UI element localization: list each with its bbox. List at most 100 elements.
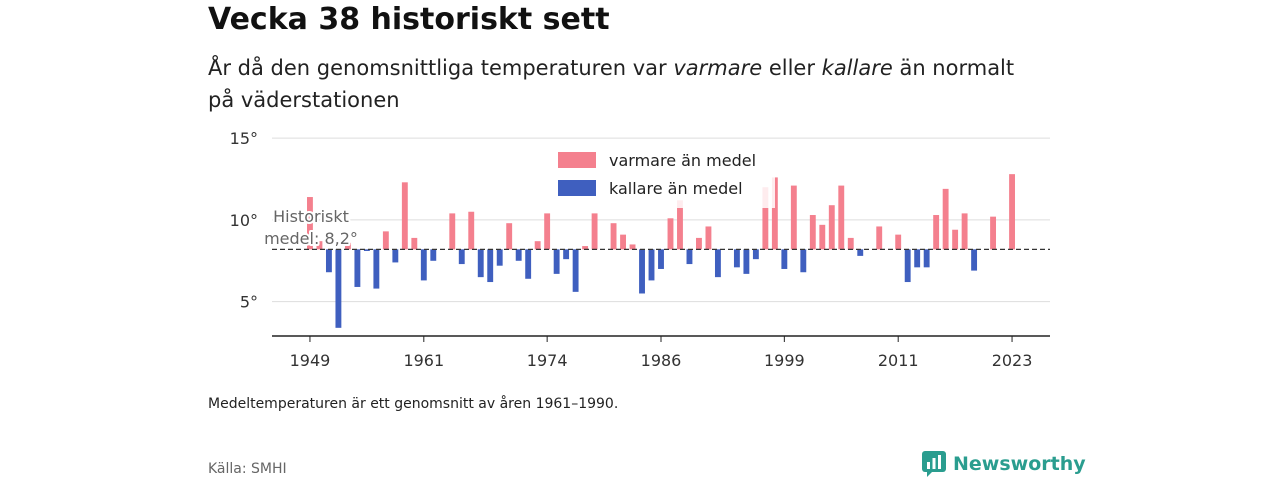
subtitle-text: än normalt på väderstationen <box>208 56 1015 112</box>
bar-warm <box>506 223 513 250</box>
bar-cold <box>325 249 332 273</box>
legend-label-warm: varmare än medel <box>609 151 756 170</box>
bar-warm <box>382 231 389 250</box>
x-tick-label: 1949 <box>290 351 331 370</box>
bar-cold <box>914 249 921 268</box>
bar-warm <box>544 213 551 250</box>
bar-cold <box>923 249 930 268</box>
bar-cold <box>904 249 911 283</box>
bar-cold <box>971 249 978 271</box>
baseline-label-line: medel: 8,2° <box>264 229 358 248</box>
y-tick-label: 15° <box>230 129 258 148</box>
bars <box>307 174 1015 328</box>
bar-warm <box>411 237 418 250</box>
bar-warm <box>449 213 456 250</box>
brand-name: Newsworthy <box>953 453 1086 475</box>
bar-cold <box>487 249 494 283</box>
bar-cold <box>658 249 664 269</box>
bar-warm <box>942 188 949 250</box>
chart-subtitle: År då den genomsnittliga temperaturen va… <box>208 52 1028 116</box>
x-tick-label: 1974 <box>527 351 568 370</box>
x-tick-label: 2011 <box>878 351 919 370</box>
subtitle-text: År då den genomsnittliga temperaturen va… <box>208 56 674 80</box>
bar-cold <box>420 249 427 281</box>
bar-cold <box>363 249 370 251</box>
bar-warm <box>771 177 778 250</box>
bar-warm <box>990 216 997 250</box>
y-tick-label: 10° <box>230 211 258 230</box>
legend-swatch-warm <box>558 152 596 168</box>
bar-cold <box>525 249 532 279</box>
source-label: Källa: SMHI <box>208 461 287 477</box>
bar-cold <box>733 249 740 268</box>
bar-cold <box>477 249 484 278</box>
bar-warm <box>838 185 845 250</box>
y-tick-label: 5° <box>240 293 258 312</box>
bar-cold <box>563 249 570 260</box>
bar-warm <box>705 226 712 250</box>
baseline-label: Historiskt medel: 8,2° <box>262 205 360 250</box>
bar-cold <box>648 249 655 281</box>
footnote: Medeltemperaturen är ett genomsnitt av å… <box>208 396 619 412</box>
legend: varmare än medel kallare än medel <box>550 142 775 208</box>
bar-cold <box>572 249 579 292</box>
brand-logo[interactable]: Newsworthy <box>921 450 1086 478</box>
bar-cold <box>373 249 380 289</box>
bar-warm <box>344 242 351 250</box>
newsworthy-logo-icon <box>922 451 946 477</box>
bar-cold <box>686 249 693 265</box>
bar-warm <box>933 215 940 250</box>
bar-cold <box>800 249 807 273</box>
x-tick-label: 2023 <box>992 351 1033 370</box>
bar-warm <box>876 226 883 250</box>
bar-cold <box>392 249 399 263</box>
bar-cold <box>752 249 759 260</box>
x-tick-label: 1961 <box>403 351 444 370</box>
bar-cold <box>781 249 788 269</box>
bar-cold <box>458 249 465 265</box>
bar-warm <box>847 237 854 250</box>
bar-warm <box>629 244 636 250</box>
legend-label-cold: kallare än medel <box>609 179 743 198</box>
x-tick-label: 1986 <box>641 351 682 370</box>
bar-warm <box>952 229 959 250</box>
bar-warm <box>790 185 797 250</box>
axes: 5° 10° 15° 1949 1961 1974 1986 1999 2011 2023 <box>230 129 1050 370</box>
bar-warm <box>307 197 313 250</box>
bar-warm <box>762 187 769 250</box>
bar-warm <box>620 234 626 250</box>
bar-warm <box>677 200 683 250</box>
bar-cold <box>743 249 750 274</box>
bar-warm <box>610 223 617 250</box>
subtitle-warm-word: varmare <box>673 56 763 80</box>
bar-warm <box>809 215 816 250</box>
bar-cold <box>553 249 560 274</box>
legend-swatch-cold <box>558 180 596 196</box>
bar-cold <box>430 249 437 261</box>
bar-warm <box>582 246 589 250</box>
subtitle-cold-word: kallare <box>821 56 893 80</box>
bar-warm <box>468 211 475 250</box>
chart-title: Vecka 38 historiskt sett <box>208 2 610 37</box>
bar-cold <box>639 249 645 294</box>
bar-warm <box>316 241 323 250</box>
bar-cold <box>714 249 721 278</box>
bar-warm <box>828 205 835 250</box>
bar-cold <box>335 249 342 328</box>
x-tick-label: 1999 <box>764 351 805 370</box>
bar-warm <box>591 213 598 250</box>
bar-warm <box>696 237 702 250</box>
gridlines <box>272 137 1050 303</box>
bar-warm <box>401 182 408 250</box>
bar-cold <box>496 249 503 266</box>
bar-warm <box>1009 174 1015 250</box>
bar-warm <box>819 224 826 250</box>
bar-warm <box>895 234 902 250</box>
bar-warm <box>534 241 541 250</box>
bar-cold <box>857 249 864 256</box>
bar-cold <box>515 249 522 261</box>
bar-cold <box>354 249 361 287</box>
bar-warm <box>667 218 674 250</box>
baseline-label-line: Historiskt <box>273 207 349 226</box>
